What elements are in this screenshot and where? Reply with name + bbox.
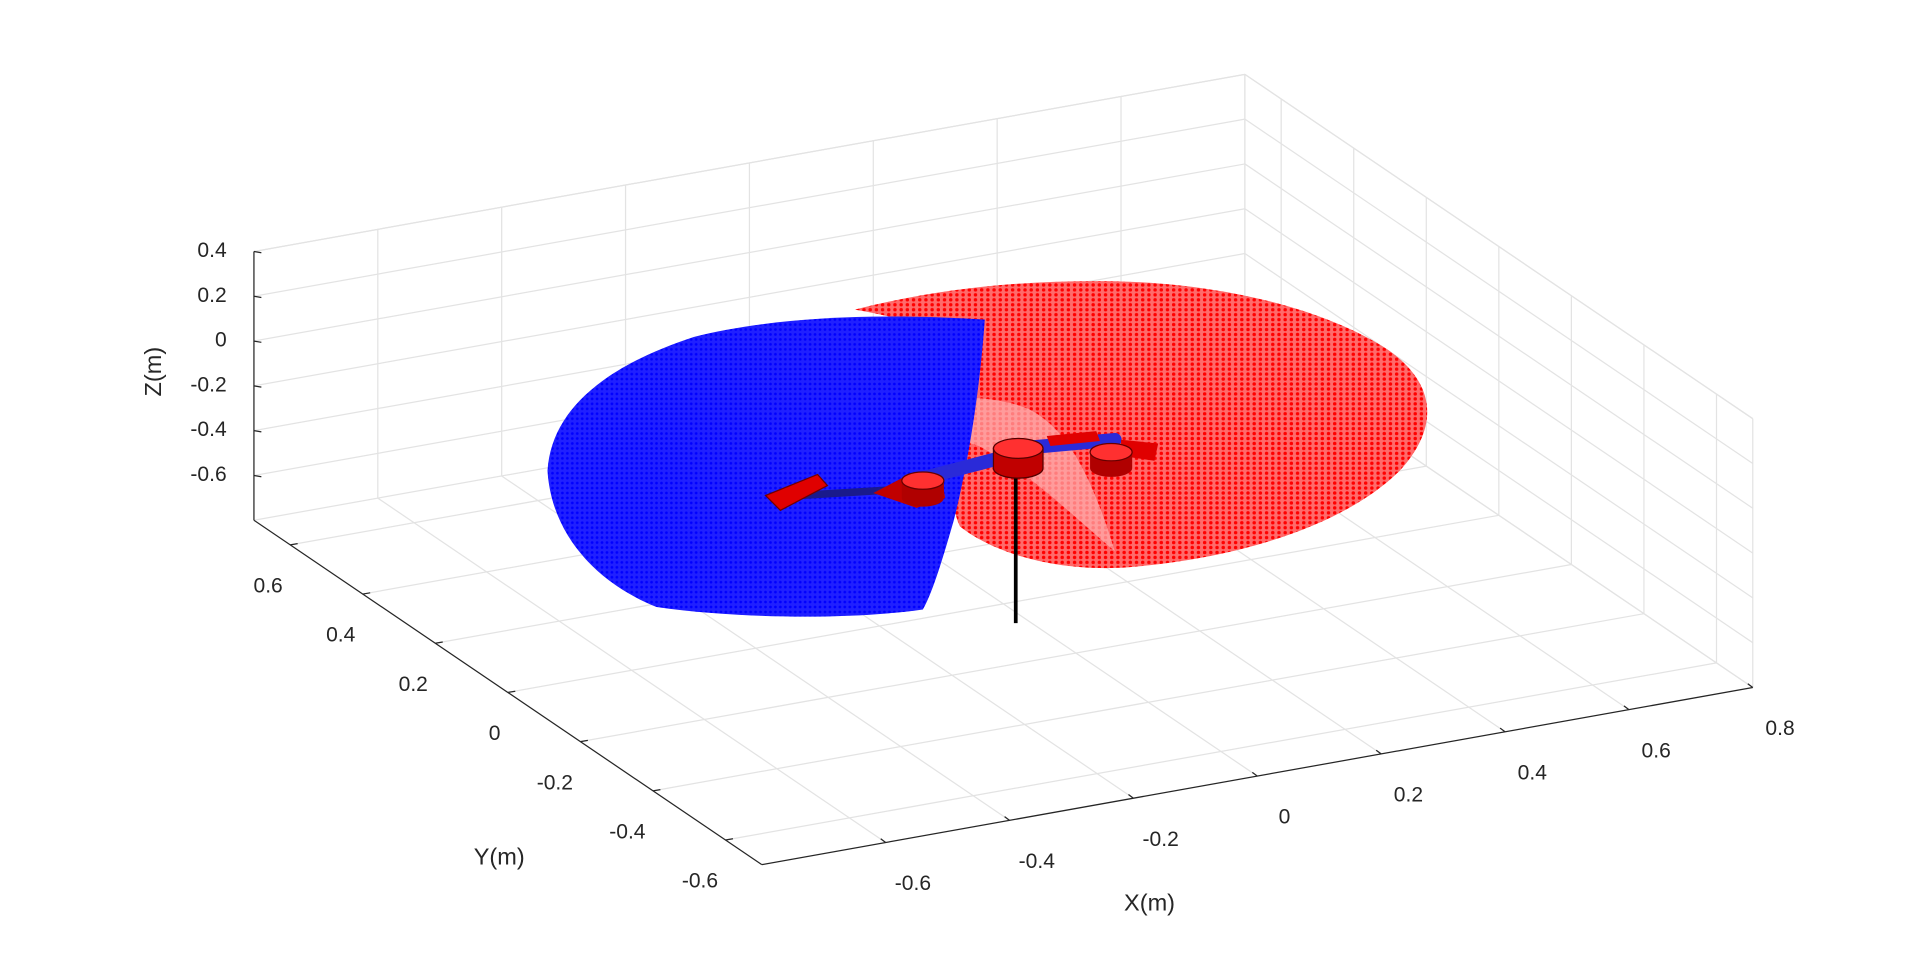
y-tick-label: 0	[489, 722, 501, 745]
x-tick-mark	[1499, 727, 1506, 733]
z-tick-label: -0.4	[190, 418, 227, 441]
robot-link-arm	[1046, 431, 1100, 446]
blue-workspace	[547, 316, 985, 617]
robot-joint	[1089, 442, 1133, 462]
grid-line	[1244, 253, 1754, 599]
grid-line	[1244, 208, 1754, 554]
z-tick-label: 0	[215, 329, 227, 352]
robot-base	[992, 437, 1044, 459]
grid-line	[253, 163, 1246, 342]
x-tick-label: -0.6	[895, 872, 931, 895]
robot-joint	[901, 471, 945, 490]
grid-border	[1244, 73, 1754, 420]
robot-gripper	[764, 473, 829, 512]
x-tick-label: -0.2	[1143, 828, 1179, 851]
y-tick-mark	[435, 641, 443, 644]
x-tick-mark	[1747, 683, 1754, 688]
grid-line	[253, 118, 1246, 297]
y-tick-label: -0.4	[609, 821, 646, 844]
x-tick-label: 0	[1279, 806, 1291, 829]
workspace-cloud	[547, 281, 1428, 617]
y-tick-label: -0.6	[682, 870, 718, 893]
y-tick-label: -0.2	[537, 771, 573, 794]
x-tick-mark	[880, 838, 887, 843]
y-tick-label: 0.4	[326, 624, 356, 647]
grid-line	[507, 514, 1499, 694]
y-tick-mark	[507, 690, 516, 694]
x-tick-label: 0.4	[1518, 761, 1548, 784]
x-tick-mark	[1251, 771, 1258, 777]
x-tick-label: 0.6	[1642, 739, 1671, 762]
z-tick-label: 0.2	[197, 284, 226, 307]
z-tick-label: -0.2	[190, 373, 226, 396]
robot-arm	[764, 431, 1159, 624]
x-axis-title: X(m)	[1124, 889, 1175, 915]
y-tick-mark	[725, 838, 734, 841]
red-workspace	[854, 281, 1428, 569]
z-tick-mark	[253, 250, 262, 254]
y-tick-label: 0.6	[254, 575, 283, 598]
grid-line	[253, 208, 1246, 387]
x-tick-label: 0.8	[1765, 717, 1794, 740]
z-tick-mark	[253, 430, 262, 433]
x-tick-label: 0.2	[1394, 784, 1423, 807]
grid-line	[1244, 163, 1754, 509]
y-tick-label: 0.2	[399, 673, 428, 696]
z-axis-title: Z(m)	[140, 347, 166, 397]
y-tick-mark	[290, 543, 298, 546]
z-tick-mark	[253, 474, 262, 478]
x-tick-mark	[1004, 816, 1010, 821]
z-tick-mark	[253, 295, 262, 299]
y-axis-title: Y(m)	[474, 844, 525, 870]
z-tick-label: -0.6	[190, 463, 226, 486]
x-tick-label: -0.4	[1019, 850, 1056, 873]
z-tick-label: 0.4	[197, 239, 227, 262]
grid-border	[253, 73, 1246, 253]
x-tick-mark	[1623, 705, 1630, 711]
y-tick-mark	[652, 788, 661, 792]
y-tick-mark	[362, 592, 371, 595]
x-tick-mark	[1128, 793, 1134, 799]
grid-line	[725, 662, 1717, 841]
z-tick-mark	[253, 385, 262, 388]
grid-line	[1244, 118, 1754, 465]
z-tick-mark	[253, 340, 262, 343]
axes: -0.6 -0.4 -0.2 0 0.2 0.4 0.6 0.8 -0.6 -0.4 -0.2 0 0.…	[190, 239, 1794, 895]
grid-line	[652, 613, 1645, 792]
y-tick-mark	[580, 739, 588, 743]
grid-line	[580, 563, 1572, 743]
x-tick-mark	[1375, 749, 1382, 755]
